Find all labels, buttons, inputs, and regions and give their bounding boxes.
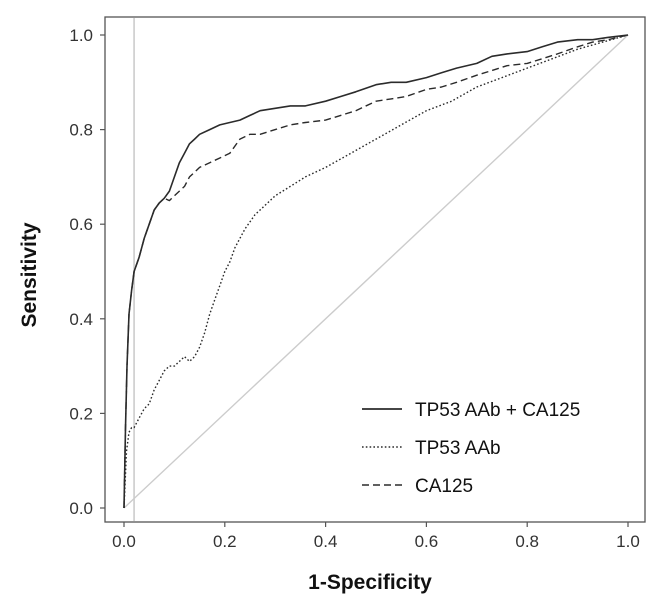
x-tick-label: 0.6 [415, 532, 439, 551]
legend-label-2: TP53 AAb [415, 438, 501, 459]
legend: TP53 AAb + CA125 TP53 AAb CA125 [362, 400, 580, 497]
x-tick-label: 0.8 [515, 532, 539, 551]
y-tick-label: 0.6 [69, 215, 93, 234]
series-line-3 [123, 34, 629, 509]
x-tick-label: 1.0 [616, 532, 640, 551]
y-axis-title: Sensitivity [18, 222, 41, 327]
series-layer [123, 34, 629, 509]
y-tick-label: 1.0 [69, 26, 93, 45]
legend-label-1: TP53 AAb + CA125 [415, 400, 580, 421]
series-line-2 [123, 34, 629, 509]
plot-frame [104, 16, 646, 523]
y-tick-label: 0.8 [69, 121, 93, 140]
x-tick-label: 0.2 [213, 532, 237, 551]
y-tick-label: 0.4 [69, 310, 93, 329]
reference-lines [123, 18, 629, 521]
x-tick-label: 0.0 [112, 532, 136, 551]
x-tick-label: 0.4 [314, 532, 338, 551]
legend-label-3: CA125 [415, 476, 473, 497]
x-axis-ticks: 0.0 0.2 0.4 0.6 0.8 1.0 [112, 522, 640, 551]
y-tick-label: 0.2 [69, 404, 93, 423]
diagonal-reference-line [123, 34, 629, 509]
y-tick-label: 0.0 [69, 499, 93, 518]
x-axis-title: 1-Specificity [308, 571, 432, 594]
y-axis-ticks: 0.0 0.2 0.4 0.6 0.8 1.0 [69, 26, 105, 518]
